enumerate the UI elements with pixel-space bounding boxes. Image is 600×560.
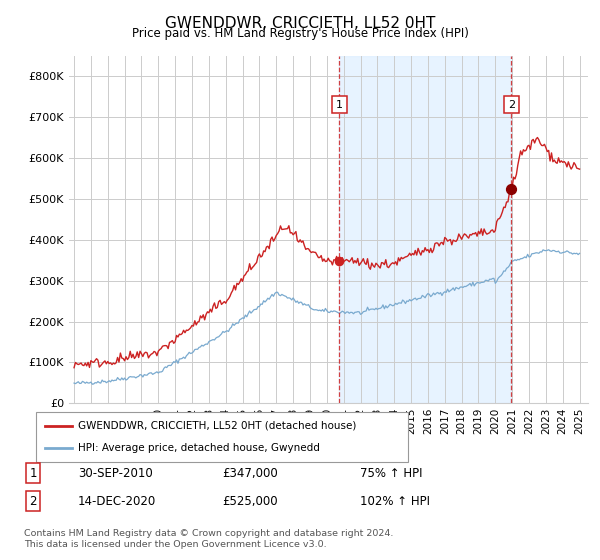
Text: 2: 2 bbox=[508, 100, 515, 110]
Text: 1: 1 bbox=[29, 466, 37, 480]
Text: GWENDDWR, CRICCIETH, LL52 0HT (detached house): GWENDDWR, CRICCIETH, LL52 0HT (detached … bbox=[78, 421, 356, 431]
Point bbox=[335, 257, 344, 266]
Text: Contains HM Land Registry data © Crown copyright and database right 2024.
This d: Contains HM Land Registry data © Crown c… bbox=[24, 529, 394, 549]
Text: 1: 1 bbox=[336, 100, 343, 110]
Text: 2: 2 bbox=[29, 494, 37, 508]
Text: 14-DEC-2020: 14-DEC-2020 bbox=[78, 494, 156, 508]
Text: 30-SEP-2010: 30-SEP-2010 bbox=[78, 466, 153, 480]
Text: GWENDDWR, CRICCIETH, LL52 0HT: GWENDDWR, CRICCIETH, LL52 0HT bbox=[165, 16, 435, 31]
Text: £347,000: £347,000 bbox=[222, 466, 278, 480]
Text: Price paid vs. HM Land Registry's House Price Index (HPI): Price paid vs. HM Land Registry's House … bbox=[131, 27, 469, 40]
Text: HPI: Average price, detached house, Gwynedd: HPI: Average price, detached house, Gwyn… bbox=[78, 443, 320, 453]
Text: 75% ↑ HPI: 75% ↑ HPI bbox=[360, 466, 422, 480]
Text: £525,000: £525,000 bbox=[222, 494, 278, 508]
Text: 102% ↑ HPI: 102% ↑ HPI bbox=[360, 494, 430, 508]
Point bbox=[506, 184, 516, 193]
Bar bbox=[340, 56, 511, 403]
